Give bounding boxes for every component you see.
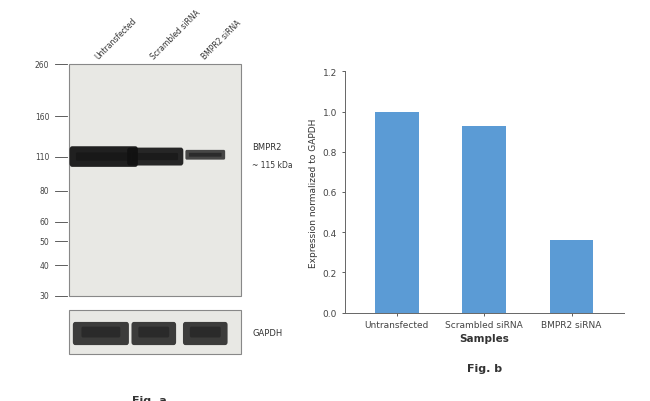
FancyBboxPatch shape	[73, 322, 129, 345]
Bar	[550, 241, 593, 313]
Text: Untransfected: Untransfected	[93, 17, 138, 61]
FancyBboxPatch shape	[70, 147, 138, 168]
Bar	[462, 126, 506, 313]
FancyBboxPatch shape	[190, 327, 221, 338]
Text: 50: 50	[40, 237, 49, 246]
Text: Scrambled siRNA: Scrambled siRNA	[149, 9, 202, 61]
FancyBboxPatch shape	[70, 310, 241, 354]
FancyBboxPatch shape	[81, 327, 120, 338]
Text: BMPR2 siRNA: BMPR2 siRNA	[200, 19, 243, 61]
Text: 40: 40	[40, 261, 49, 270]
Text: 160: 160	[35, 113, 49, 122]
Text: ~ 115 kDa: ~ 115 kDa	[252, 161, 293, 170]
Y-axis label: Expression normalized to GAPDH: Expression normalized to GAPDH	[309, 118, 318, 267]
FancyBboxPatch shape	[133, 154, 178, 161]
Text: 30: 30	[40, 292, 49, 301]
Text: 80: 80	[40, 187, 49, 196]
Text: 110: 110	[35, 153, 49, 162]
FancyBboxPatch shape	[127, 148, 183, 166]
Text: Fig. b: Fig. b	[467, 363, 502, 373]
FancyBboxPatch shape	[189, 154, 222, 157]
X-axis label: Samples: Samples	[460, 334, 509, 344]
Text: 260: 260	[35, 61, 49, 70]
FancyBboxPatch shape	[131, 322, 176, 345]
FancyBboxPatch shape	[138, 327, 169, 338]
Bar	[375, 112, 419, 313]
Text: Fig. a: Fig. a	[132, 395, 167, 401]
Text: BMPR2: BMPR2	[252, 143, 282, 152]
FancyBboxPatch shape	[185, 150, 225, 160]
FancyBboxPatch shape	[70, 65, 241, 296]
Text: 60: 60	[40, 217, 49, 227]
FancyBboxPatch shape	[76, 153, 131, 161]
FancyBboxPatch shape	[183, 322, 227, 345]
Text: GAPDH: GAPDH	[252, 328, 283, 337]
